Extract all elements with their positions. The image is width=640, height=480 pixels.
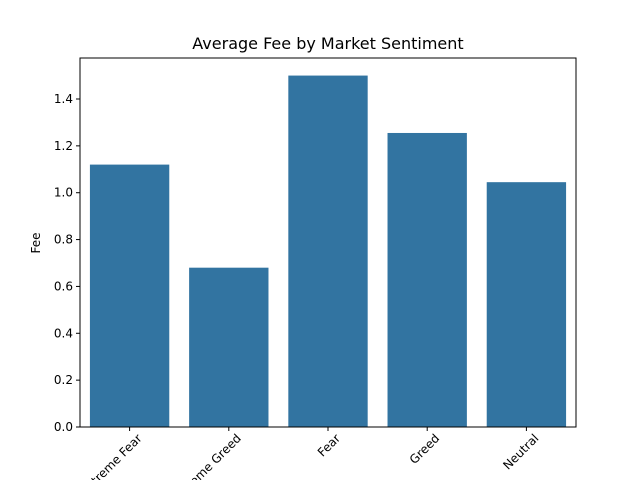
bar-extreme-greed <box>189 267 269 427</box>
y-tick-label: 1.2 <box>54 139 73 153</box>
y-tick-label: 0.2 <box>54 373 73 387</box>
y-tick-label: 0.4 <box>54 326 73 340</box>
bar-fear <box>288 75 368 428</box>
plot-frame <box>79 57 577 428</box>
y-tick-label: 1.0 <box>54 186 73 200</box>
bar-greed <box>387 132 467 427</box>
y-tick-label: 0.6 <box>54 279 73 293</box>
y-axis-label: Fee <box>29 232 43 253</box>
y-tick-label: 1.4 <box>54 92 73 106</box>
y-tick-label: 0.8 <box>54 233 73 247</box>
y-tick-label: 0.0 <box>54 420 73 434</box>
bar-neutral <box>486 182 567 427</box>
bars-group <box>89 75 567 428</box>
y-axis: 0.0 0.2 0.4 0.6 0.8 1.0 1.2 1.4 <box>54 92 80 434</box>
chart-title: Average Fee by Market Sentiment <box>192 34 463 53</box>
bar-extreme-fear <box>89 164 170 427</box>
